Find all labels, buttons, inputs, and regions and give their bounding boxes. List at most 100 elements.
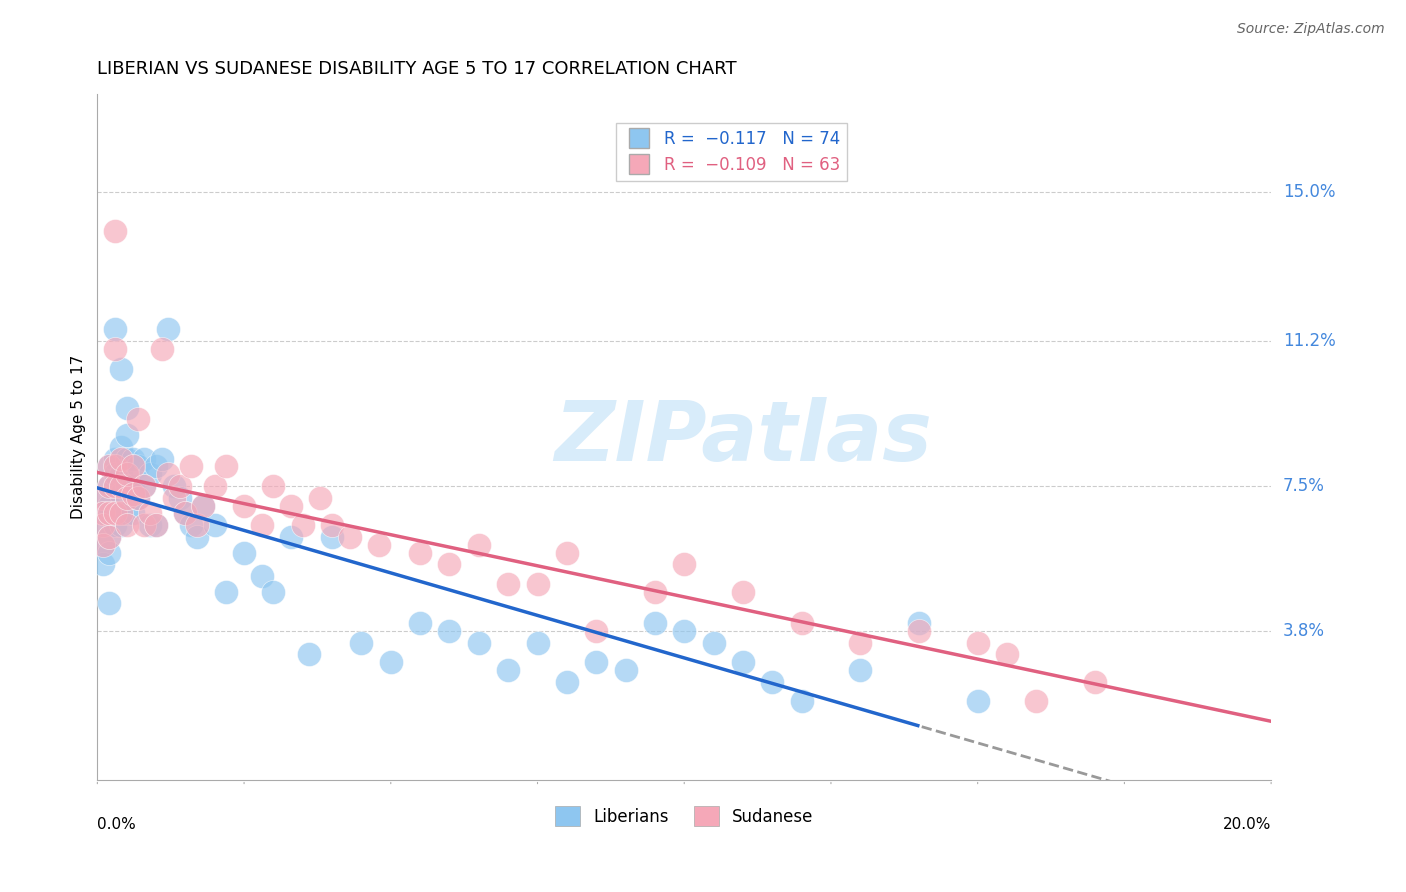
Point <box>104 342 127 356</box>
Point <box>291 518 314 533</box>
Point <box>468 538 491 552</box>
Point <box>309 491 332 505</box>
Point <box>409 615 432 630</box>
Point <box>91 491 114 505</box>
Point <box>849 663 872 677</box>
Point <box>908 615 931 630</box>
Point <box>91 491 114 505</box>
Text: LIBERIAN VS SUDANESE DISABILITY AGE 5 TO 17 CORRELATION CHART: LIBERIAN VS SUDANESE DISABILITY AGE 5 TO… <box>97 60 737 78</box>
Point <box>134 451 156 466</box>
Point <box>186 530 208 544</box>
Point <box>121 479 143 493</box>
Point <box>585 624 607 638</box>
Point <box>98 507 121 521</box>
Point <box>790 694 813 708</box>
Point <box>91 518 114 533</box>
Point <box>110 467 132 482</box>
Point <box>908 624 931 638</box>
Point <box>995 648 1018 662</box>
Point <box>526 635 548 649</box>
Point <box>110 479 132 493</box>
Point <box>127 412 149 426</box>
Point <box>127 459 149 474</box>
Point <box>134 518 156 533</box>
Point <box>110 451 132 466</box>
Point <box>215 584 238 599</box>
Point <box>204 518 226 533</box>
Point <box>104 479 127 493</box>
Text: ZIPatlas: ZIPatlas <box>554 397 932 477</box>
Point <box>134 479 156 493</box>
Point <box>110 507 132 521</box>
Point <box>849 635 872 649</box>
Point <box>98 479 121 493</box>
Point <box>555 545 578 559</box>
Point <box>98 459 121 474</box>
Point <box>233 499 256 513</box>
Point <box>790 615 813 630</box>
Point <box>186 518 208 533</box>
Point <box>526 577 548 591</box>
Point <box>98 459 121 474</box>
Point <box>703 635 725 649</box>
Point <box>150 451 173 466</box>
Point <box>91 507 114 521</box>
Point <box>262 479 284 493</box>
Point <box>127 491 149 505</box>
Point <box>115 479 138 493</box>
Point <box>150 342 173 356</box>
Point <box>121 459 143 474</box>
Point <box>644 584 666 599</box>
Point <box>1025 694 1047 708</box>
Point <box>350 635 373 649</box>
Point <box>169 479 191 493</box>
Point <box>1084 674 1107 689</box>
Point <box>91 518 114 533</box>
Point <box>298 648 321 662</box>
Point <box>761 674 783 689</box>
Point <box>496 577 519 591</box>
Point <box>121 451 143 466</box>
Point <box>98 479 121 493</box>
Point <box>104 224 127 238</box>
Point <box>104 479 127 493</box>
Point <box>204 479 226 493</box>
Y-axis label: Disability Age 5 to 17: Disability Age 5 to 17 <box>72 355 86 519</box>
Text: 20.0%: 20.0% <box>1223 817 1271 832</box>
Point <box>191 499 214 513</box>
Point <box>191 499 214 513</box>
Point <box>169 491 191 505</box>
Point <box>156 467 179 482</box>
Point <box>121 487 143 501</box>
Point <box>104 507 127 521</box>
Point <box>110 487 132 501</box>
Point <box>250 569 273 583</box>
Point <box>180 518 202 533</box>
Point <box>110 518 132 533</box>
Point <box>115 451 138 466</box>
Point <box>439 558 461 572</box>
Point <box>468 635 491 649</box>
Point <box>409 545 432 559</box>
Point <box>91 507 114 521</box>
Point <box>321 530 343 544</box>
Point <box>163 479 186 493</box>
Point <box>368 538 391 552</box>
Text: 7.5%: 7.5% <box>1282 477 1324 495</box>
Point <box>115 401 138 415</box>
Point <box>339 530 361 544</box>
Point <box>127 491 149 505</box>
Point <box>98 545 121 559</box>
Point <box>115 428 138 442</box>
Point <box>731 584 754 599</box>
Point <box>174 507 197 521</box>
Point <box>115 518 138 533</box>
Point <box>115 491 138 505</box>
Point <box>121 507 143 521</box>
Point <box>104 518 127 533</box>
Point <box>156 322 179 336</box>
Point <box>139 518 162 533</box>
Point <box>614 663 637 677</box>
Point <box>98 499 121 513</box>
Text: 0.0%: 0.0% <box>97 817 136 832</box>
